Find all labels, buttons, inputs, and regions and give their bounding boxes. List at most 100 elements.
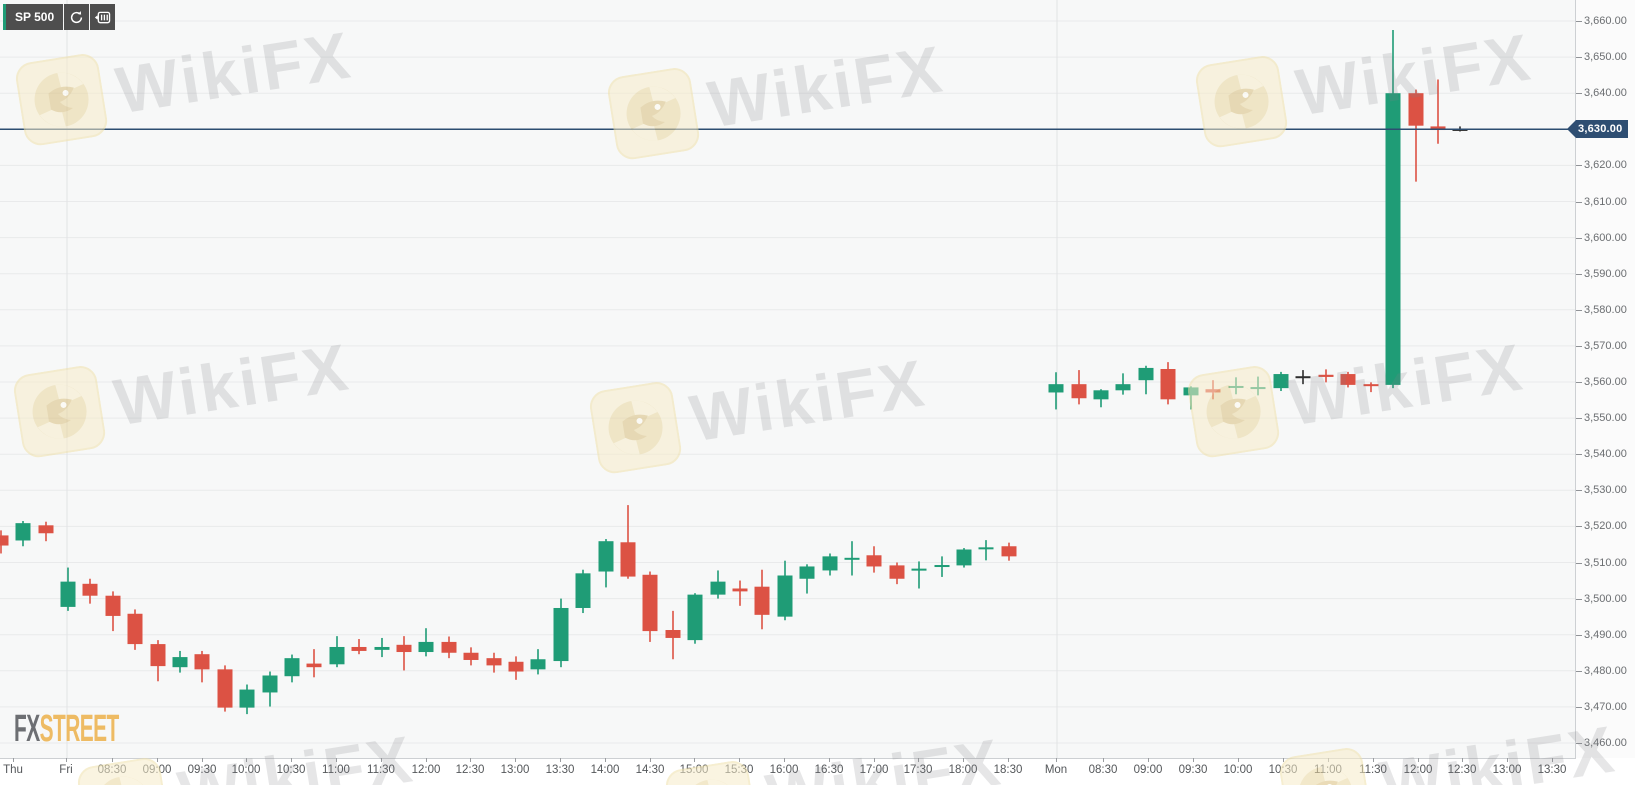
time-tick xyxy=(1103,758,1104,762)
price-tick-label: 3,610.00 xyxy=(1584,195,1627,208)
time-tick xyxy=(202,758,203,762)
fxstreet-logo: FXSTREET xyxy=(14,708,119,751)
time-tick xyxy=(605,758,606,762)
time-tick-label: Fri xyxy=(59,764,73,776)
candle-body xyxy=(799,566,815,579)
price-tick-label: 3,620.00 xyxy=(1584,159,1627,172)
candle-body xyxy=(239,689,255,708)
price-tick-label: 3,550.00 xyxy=(1584,412,1627,425)
candle-body xyxy=(822,556,838,571)
candle-body xyxy=(754,586,770,615)
time-tick xyxy=(1552,758,1553,762)
time-tick xyxy=(1193,758,1194,762)
candle-body xyxy=(777,575,793,617)
time-tick xyxy=(66,758,67,762)
time-tick xyxy=(112,758,113,762)
candle-body xyxy=(978,547,994,550)
candle-body xyxy=(911,568,927,571)
price-tick xyxy=(1576,165,1582,167)
candle-body xyxy=(329,646,345,665)
time-axis[interactable]: Thu Fri 08:30 09:00 09:30 10:00 10:30 11:00 11:3… xyxy=(0,758,1635,785)
price-tick xyxy=(1576,670,1582,672)
symbol-chip[interactable]: SP 500 xyxy=(3,4,64,30)
candle-body xyxy=(1430,126,1446,131)
candle-body xyxy=(1295,376,1311,379)
time-tick xyxy=(1148,758,1149,762)
time-tick-label: 14:30 xyxy=(635,764,665,776)
price-tick-label: 3,490.00 xyxy=(1584,628,1627,641)
time-tick-label: 14:00 xyxy=(590,764,620,776)
candlestick-chart[interactable] xyxy=(0,0,1576,759)
time-tick xyxy=(874,758,875,762)
candle-body xyxy=(60,581,76,607)
time-tick-label: 09:00 xyxy=(1133,764,1163,776)
time-tick-label: 08:30 xyxy=(97,764,127,776)
time-tick xyxy=(650,758,651,762)
candle-body xyxy=(1048,384,1064,393)
price-tick-label: 3,500.00 xyxy=(1584,592,1627,605)
time-tick-label: 12:30 xyxy=(1447,764,1477,776)
candle-body xyxy=(732,588,748,592)
time-tick-label: 13:00 xyxy=(500,764,530,776)
price-tick-label: 3,650.00 xyxy=(1584,51,1627,64)
time-tick-label: 11:30 xyxy=(367,764,395,776)
price-tick xyxy=(1576,57,1582,59)
candle-body xyxy=(1138,367,1154,381)
time-tick-label: 15:00 xyxy=(679,764,709,776)
price-tick xyxy=(1576,743,1582,744)
time-tick-label: 16:30 xyxy=(814,764,844,776)
time-tick xyxy=(1056,758,1057,762)
candle-body xyxy=(844,557,860,560)
price-tick-label: 3,460.00 xyxy=(1584,737,1627,749)
candle-body xyxy=(194,654,210,670)
time-tick xyxy=(1238,758,1239,762)
price-tick xyxy=(1576,454,1582,456)
time-tick xyxy=(560,758,561,762)
price-tick xyxy=(1576,273,1582,275)
time-tick xyxy=(918,758,919,762)
time-tick xyxy=(1373,758,1374,762)
candle-body xyxy=(1160,369,1176,400)
candle-body xyxy=(710,581,726,595)
price-tick xyxy=(1576,237,1582,239)
price-tick-label: 3,520.00 xyxy=(1584,520,1627,533)
refresh-button[interactable] xyxy=(64,4,90,30)
time-tick-label: 13:00 xyxy=(1492,764,1522,776)
candle-body xyxy=(934,565,950,568)
price-tick xyxy=(1576,598,1582,600)
plot-area[interactable] xyxy=(0,0,1576,759)
load-history-button[interactable] xyxy=(90,4,116,30)
price-tick-label: 3,530.00 xyxy=(1584,484,1627,497)
time-tick xyxy=(1462,758,1463,762)
fxstreet-logo-street: STREET xyxy=(39,708,120,750)
candle-body xyxy=(0,535,9,546)
time-tick-label: 11:00 xyxy=(1314,764,1342,776)
time-tick xyxy=(157,758,158,762)
candle-body xyxy=(1183,387,1199,396)
candle-body xyxy=(217,669,233,708)
candle-body xyxy=(956,549,972,566)
price-tick-label: 3,540.00 xyxy=(1584,448,1627,461)
time-tick-label: 15:30 xyxy=(724,764,754,776)
candle-body xyxy=(1115,384,1131,391)
time-tick xyxy=(1328,758,1329,762)
candle-body xyxy=(351,646,367,651)
time-tick xyxy=(739,758,740,762)
price-tick xyxy=(1576,201,1582,203)
candle-body xyxy=(1205,389,1221,393)
candle-body xyxy=(598,541,614,572)
time-tick-label: 16:00 xyxy=(769,764,799,776)
time-tick xyxy=(1008,758,1009,762)
price-axis[interactable]: 3,660.00 3,650.00 3,640.00 3,620.00 3,610.00… xyxy=(1576,0,1635,758)
time-tick-label: 10:30 xyxy=(276,764,306,776)
time-tick-label: 18:00 xyxy=(948,764,978,776)
candle-body xyxy=(1408,93,1424,126)
candle-body xyxy=(396,644,412,653)
price-badge-arrow-icon xyxy=(1567,120,1576,139)
time-tick-label: 11:00 xyxy=(322,764,350,776)
candle-body xyxy=(665,630,681,638)
candle-body xyxy=(530,659,546,670)
candle-body xyxy=(150,644,166,667)
time-tick xyxy=(515,758,516,762)
